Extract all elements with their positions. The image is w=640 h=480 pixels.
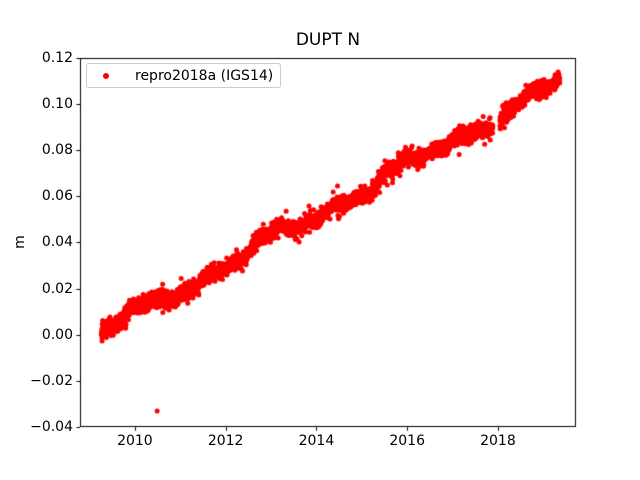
y-tick-label: 0.12 [41,49,73,66]
y-tick-label: 0.02 [41,280,73,297]
x-tick-label: 2014 [298,433,335,449]
y-tick-label: −0.04 [30,419,73,436]
y-tick-label: 0.08 [41,142,73,158]
legend-box: repro2018a (IGS14) [86,63,281,88]
y-tick-label: 0.04 [41,234,73,251]
x-tick-label: 2010 [117,433,153,449]
legend-dot-icon [103,72,109,79]
chart-title: DUPT N [295,30,361,50]
x-tick-label: 2016 [389,433,426,449]
y-tick-label: 0.06 [41,188,73,205]
legend-entry-label: repro2018a (IGS14) [135,67,274,84]
y-tick-label: −0.02 [30,373,73,389]
x-tick-label: 2018 [480,433,516,449]
x-tick-label: 2012 [207,433,244,449]
y-tick-label: 0.10 [41,95,73,112]
y-tick-label: 0.00 [41,326,73,343]
